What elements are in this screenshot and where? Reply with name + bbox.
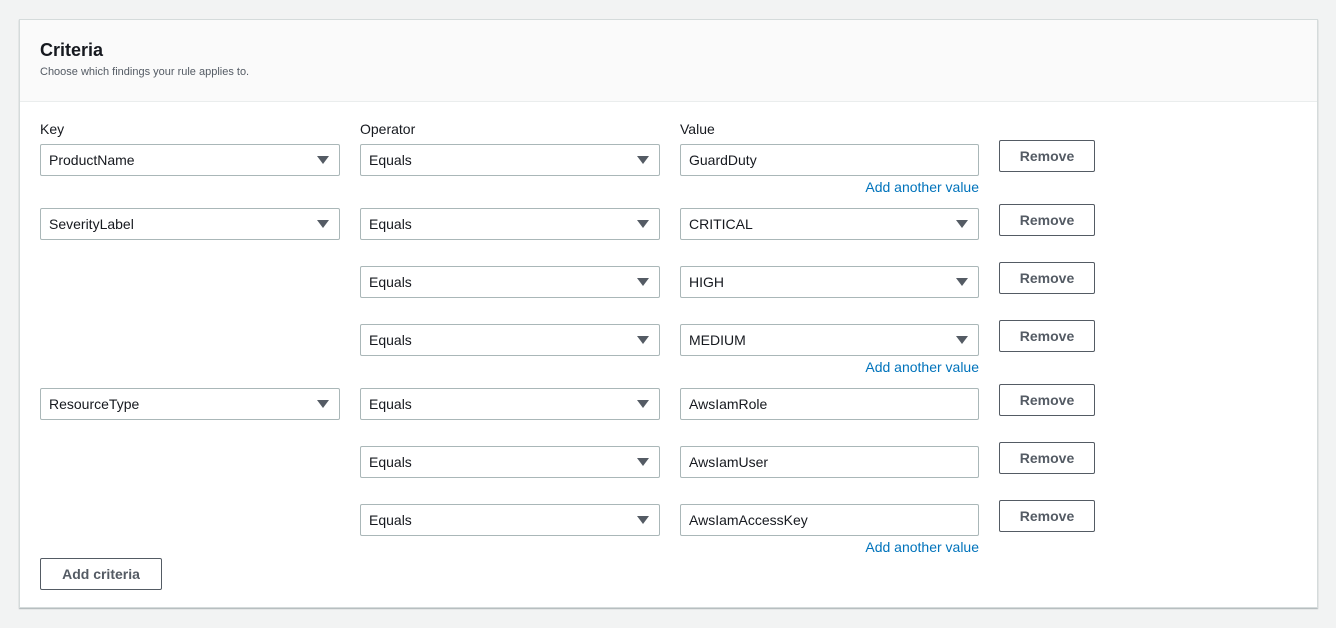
remove-button[interactable]: Remove [999, 204, 1095, 236]
value-text: CRITICAL [689, 216, 753, 232]
caret-down-icon [637, 220, 649, 228]
operator-select[interactable]: Equals [360, 208, 660, 240]
add-another-value-link[interactable]: Add another value [865, 359, 979, 375]
value-select[interactable]: MEDIUM [680, 324, 979, 356]
value-text: MEDIUM [689, 332, 746, 348]
criteria-panel: Criteria Choose which findings your rule… [19, 19, 1318, 608]
caret-down-icon [317, 400, 329, 408]
operator-select-value: Equals [369, 152, 412, 168]
operator-select[interactable]: Equals [360, 446, 660, 478]
caret-down-icon [317, 220, 329, 228]
key-column-label: Key [40, 121, 65, 137]
remove-button[interactable]: Remove [999, 442, 1095, 474]
value-input[interactable]: GuardDuty [680, 144, 979, 176]
add-another-value-link[interactable]: Add another value [865, 539, 979, 555]
operator-select[interactable]: Equals [360, 504, 660, 536]
caret-down-icon [637, 516, 649, 524]
key-select-value: ProductName [49, 152, 135, 168]
value-select[interactable]: CRITICAL [680, 208, 979, 240]
caret-down-icon [637, 278, 649, 286]
operator-select[interactable]: Equals [360, 388, 660, 420]
caret-down-icon [637, 400, 649, 408]
remove-button[interactable]: Remove [999, 262, 1095, 294]
key-select[interactable]: ProductName [40, 144, 340, 176]
remove-button[interactable]: Remove [999, 320, 1095, 352]
value-text: HIGH [689, 274, 724, 290]
operator-select-value: Equals [369, 332, 412, 348]
caret-down-icon [956, 220, 968, 228]
panel-title: Criteria [40, 40, 104, 60]
value-column-label: Value [680, 121, 715, 137]
value-input[interactable]: AwsIamAccessKey [680, 504, 979, 536]
remove-button[interactable]: Remove [999, 384, 1095, 416]
caret-down-icon [637, 156, 649, 164]
add-another-value-link[interactable]: Add another value [865, 179, 979, 195]
panel-description: Choose which findings your rule applies … [40, 66, 250, 78]
key-select-value: SeverityLabel [49, 216, 134, 232]
operator-select-value: Equals [369, 396, 412, 412]
key-select[interactable]: ResourceType [40, 388, 340, 420]
value-text: AwsIamUser [689, 454, 769, 470]
operator-column-label: Operator [360, 121, 416, 137]
value-text: AwsIamAccessKey [689, 512, 808, 528]
operator-select-value: Equals [369, 454, 412, 470]
value-text: GuardDuty [689, 152, 757, 168]
remove-button[interactable]: Remove [999, 140, 1095, 172]
operator-select-value: Equals [369, 512, 412, 528]
caret-down-icon [317, 156, 329, 164]
value-select[interactable]: HIGH [680, 266, 979, 298]
operator-select[interactable]: Equals [360, 266, 660, 298]
caret-down-icon [637, 458, 649, 466]
remove-button[interactable]: Remove [999, 500, 1095, 532]
add-criteria-button[interactable]: Add criteria [40, 558, 162, 590]
operator-select[interactable]: Equals [360, 144, 660, 176]
operator-select-value: Equals [369, 216, 412, 232]
caret-down-icon [956, 278, 968, 286]
value-input[interactable]: AwsIamRole [680, 388, 979, 420]
key-select[interactable]: SeverityLabel [40, 208, 340, 240]
caret-down-icon [637, 336, 649, 344]
panel-header: Criteria Choose which findings your rule… [20, 20, 1317, 102]
caret-down-icon [956, 336, 968, 344]
key-select-value: ResourceType [49, 396, 140, 412]
value-text: AwsIamRole [689, 396, 768, 412]
operator-select[interactable]: Equals [360, 324, 660, 356]
operator-select-value: Equals [369, 274, 412, 290]
value-input[interactable]: AwsIamUser [680, 446, 979, 478]
